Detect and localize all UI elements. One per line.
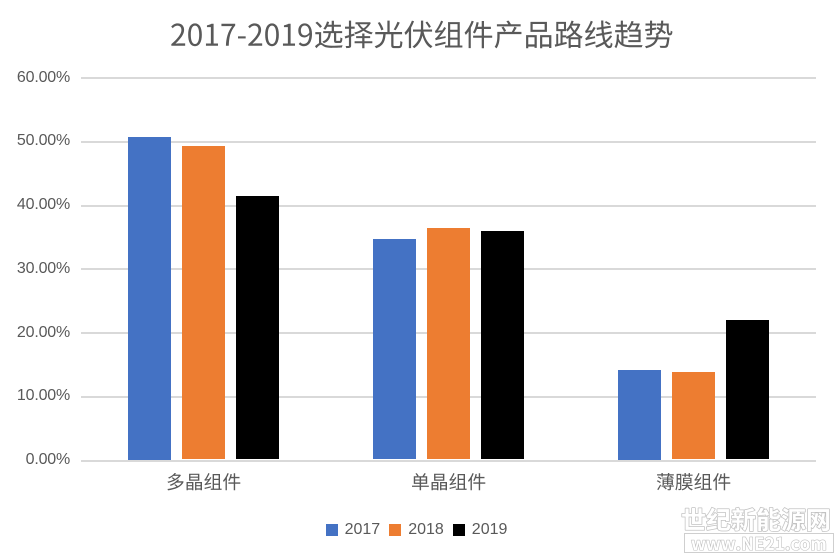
y-tick-label: 40.00%: [16, 196, 70, 214]
x-axis-line: [81, 459, 816, 462]
watermark-site-name-glyphs: [681, 506, 830, 532]
legend: 2017 2018 2019: [0, 517, 836, 542]
x-category-label: [167, 472, 241, 491]
x-category-label: [411, 472, 486, 490]
legend-swatch: [325, 523, 338, 536]
legend-item-2017: 2017: [325, 520, 381, 539]
legend-item-2019: 2019: [452, 520, 508, 539]
chart-title-glyphs: [171, 20, 673, 49]
bar-2017-薄膜组件: [618, 370, 661, 460]
bar-2017-单晶组件: [373, 239, 416, 460]
bar-2018-单晶组件: [427, 227, 470, 460]
gridline: [81, 204, 816, 207]
y-tick-label: 10.00%: [16, 387, 70, 405]
bar-2019-单晶组件: [481, 231, 524, 460]
y-tick-label: 30.00%: [16, 259, 70, 277]
bar-2018-薄膜组件: [672, 371, 715, 460]
legend-swatch: [389, 523, 402, 536]
legend-label: 2018: [408, 520, 444, 538]
legend-label: 2019: [471, 520, 508, 538]
gridline: [81, 140, 816, 143]
y-tick-label: 0.00%: [25, 451, 71, 468]
watermark-site-name-text: 世纪新能源网: [0, 0, 1, 1]
bar-2019-多晶组件: [236, 196, 279, 460]
watermark-url-glyphs: [690, 536, 827, 552]
bar-2017-多晶组件: [128, 136, 171, 460]
legend-item-2018: 2018: [389, 521, 444, 539]
bar-2018-多晶组件: [182, 146, 225, 460]
x-category-label: [656, 472, 731, 491]
legend-swatch: [452, 523, 465, 536]
y-tick-label: 60.00%: [16, 68, 70, 86]
legend-label: 2017: [344, 520, 381, 538]
y-tick-label: 20.00%: [16, 323, 70, 341]
bar-2019-薄膜组件: [726, 320, 769, 460]
watermark-url-box: www.NE21.com: [684, 533, 834, 553]
y-tick-label: 50.00%: [16, 132, 70, 150]
gridline: [81, 77, 816, 80]
